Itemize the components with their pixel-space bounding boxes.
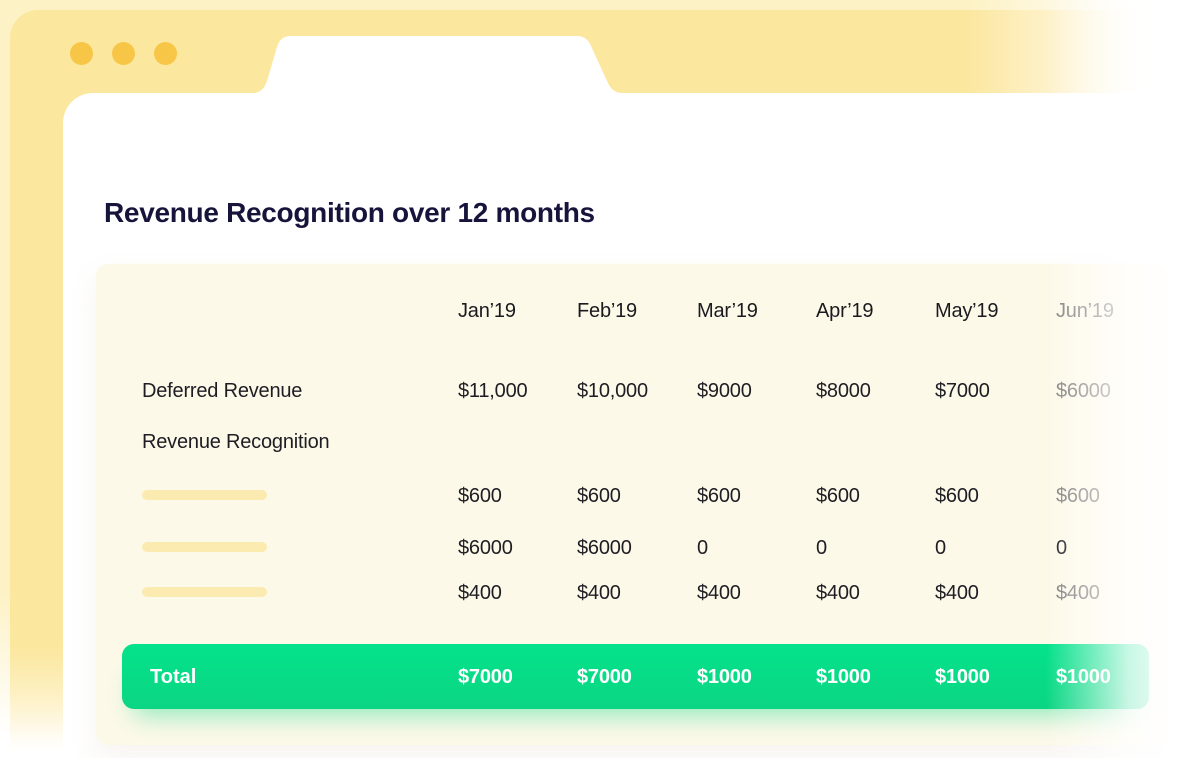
row-label: Deferred Revenue [142,380,303,402]
table-cell: $600 [577,485,621,507]
row-label-placeholder [96,488,458,504]
table-row: $600 $600 $600 $600 $600 $600 [96,460,1168,532]
total-cell: $1000 [697,665,752,688]
row-label: Revenue Recognition [142,431,330,453]
total-cell: $1000 [816,665,871,688]
table-cell: $600 [1056,485,1100,507]
total-row-highlight [122,644,1149,709]
table-row: $6000 $6000 0 0 0 0 [96,532,1168,564]
table-cell: 0 [1056,537,1067,559]
table-cell: $6000 [577,537,632,559]
placeholder-bar [142,587,267,597]
placeholder-bar [142,542,267,552]
page-title: Revenue Recognition over 12 months [104,197,595,228]
column-header-jan: Jan’19 [458,300,516,322]
table-cell: $600 [697,485,741,507]
table-row: $400 $400 $400 $400 $400 $400 [96,564,1168,622]
placeholder-bar [142,490,267,500]
column-header-feb: Feb’19 [577,300,637,322]
table-cell: 0 [816,537,827,559]
table-cell: 0 [697,537,708,559]
table-cell: $400 [697,582,741,604]
table-row-revenue-recognition: Revenue Recognition [96,424,1168,460]
table-cell: $400 [458,582,502,604]
table-cell: $7000 [935,380,990,402]
column-header-apr: Apr’19 [816,300,874,322]
window-control-dot [112,42,135,65]
table-cell: $600 [458,485,502,507]
window-control-dot [70,42,93,65]
table-cell: $10,000 [577,380,648,402]
total-cell: $7000 [577,665,632,688]
table-cell: $600 [935,485,979,507]
table-cell: $400 [1056,582,1100,604]
total-cell: $1000 [1056,665,1111,688]
total-row: Total $7000 $7000 $1000 $1000 $1000 $100… [96,644,1168,709]
table-row-deferred-revenue: Deferred Revenue $11,000 $10,000 $9000 $… [96,358,1168,424]
revenue-table-card: Jan’19 Feb’19 Mar’19 Apr’19 May’19 Jun’1… [96,264,1168,745]
row-label-placeholder [96,585,458,601]
table-cell: $6000 [1056,380,1111,402]
column-header-mar: Mar’19 [697,300,758,322]
total-cell: $7000 [458,665,513,688]
table-cell: $600 [816,485,860,507]
table-cell: $400 [816,582,860,604]
table-cell: 0 [935,537,946,559]
table-cell: $11,000 [458,380,528,402]
row-label-placeholder [96,540,458,556]
total-cell: $1000 [935,665,990,688]
column-header-jun: Jun’19 [1056,300,1114,322]
window-control-dot [154,42,177,65]
table-cell: $400 [935,582,979,604]
table-cell: $6000 [458,537,513,559]
table-cell: $9000 [697,380,752,402]
table-cell: $400 [577,582,621,604]
column-header-may: May’19 [935,300,999,322]
table-cell: $8000 [816,380,871,402]
browser-tab-shape [253,36,623,93]
total-label: Total [150,665,197,688]
table-header-row: Jan’19 Feb’19 Mar’19 Apr’19 May’19 Jun’1… [96,264,1168,358]
